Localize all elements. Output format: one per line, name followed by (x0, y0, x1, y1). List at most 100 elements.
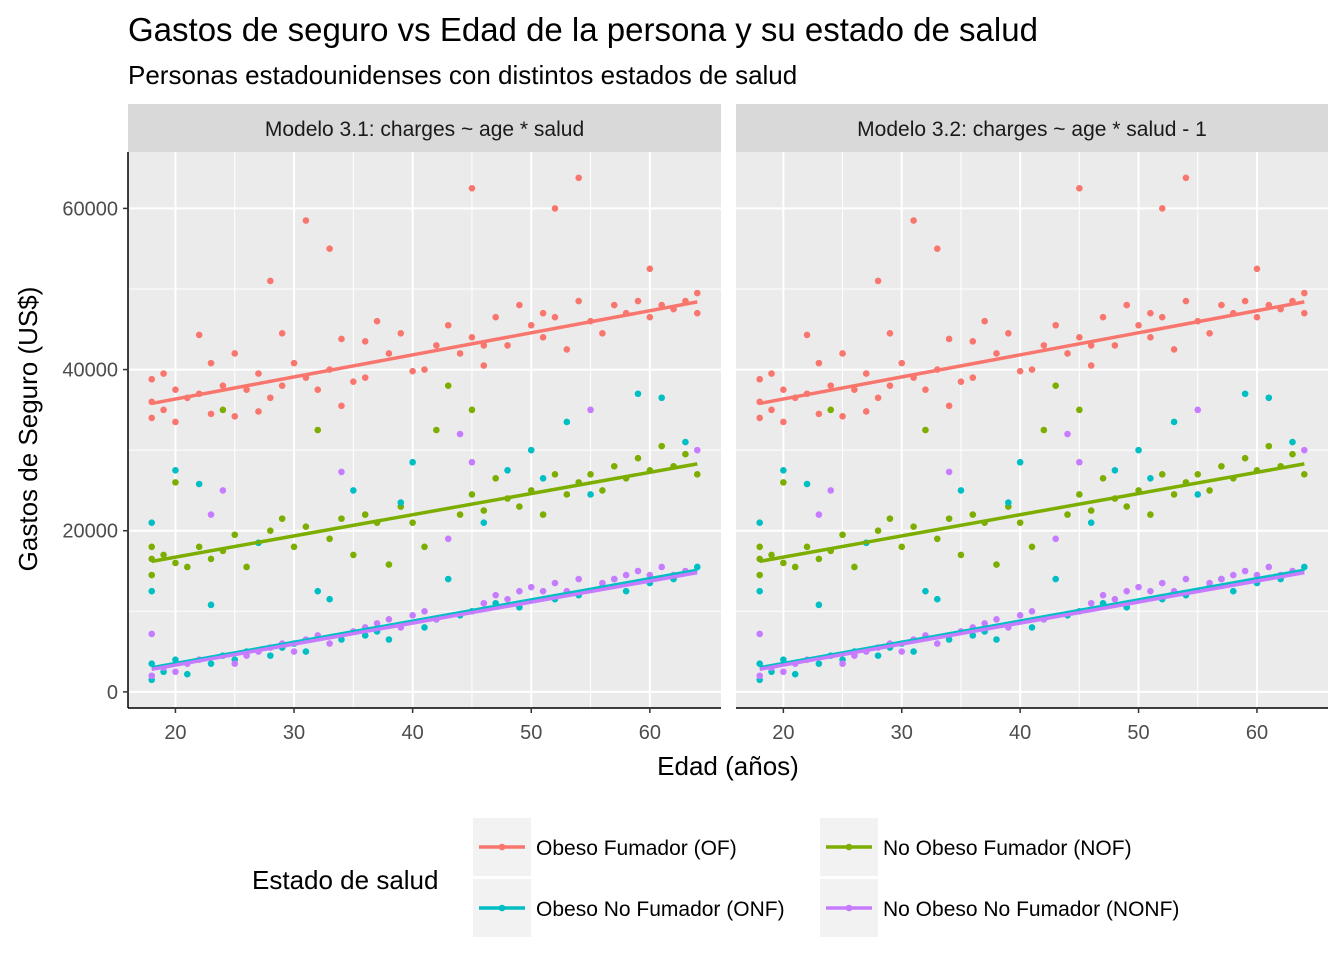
data-point (1087, 599, 1095, 607)
data-point (622, 587, 630, 595)
data-point (539, 334, 547, 341)
data-point (314, 426, 322, 434)
data-point (516, 503, 523, 510)
data-point (1111, 595, 1119, 603)
data-point (539, 511, 547, 518)
data-point (827, 382, 835, 389)
data-point (1229, 571, 1237, 579)
data-point (1158, 471, 1166, 478)
data-point (756, 571, 763, 579)
data-point (622, 571, 630, 579)
data-point (373, 620, 381, 627)
y-tick-label: 0 (107, 682, 118, 704)
data-point (945, 468, 953, 476)
legend-item: No Obeso Fumador (NOF) (820, 818, 1132, 876)
x-tick-label: 60 (1246, 722, 1268, 744)
data-point (1194, 471, 1202, 478)
data-point (1182, 297, 1190, 305)
data-point (1087, 519, 1095, 526)
data-point (756, 519, 763, 526)
data-point (433, 342, 440, 349)
data-point (527, 321, 535, 329)
data-point (148, 587, 156, 595)
data-point (480, 599, 488, 607)
x-tick-label: 50 (1127, 722, 1149, 744)
data-point (969, 338, 977, 345)
legend-label: No Obeso No Fumador (NONF) (883, 898, 1179, 921)
data-point (338, 636, 345, 643)
data-point (314, 386, 322, 394)
data-point (231, 660, 239, 667)
data-point (1064, 430, 1071, 438)
data-point (267, 277, 274, 285)
data-point (886, 330, 894, 337)
x-tick-label: 30 (891, 722, 913, 744)
data-point (682, 438, 689, 446)
data-point (326, 535, 333, 543)
data-point (148, 375, 156, 383)
data-point (886, 515, 894, 522)
data-point (957, 378, 965, 385)
data-point (780, 466, 787, 474)
data-point (492, 313, 499, 321)
data-point (1052, 321, 1059, 329)
data-point (184, 563, 191, 571)
data-point (634, 567, 642, 575)
data-point (184, 670, 191, 678)
data-point (421, 624, 428, 631)
data-point (803, 480, 811, 488)
legend-point (498, 843, 506, 851)
legend-label: Obeso Fumador (OF) (536, 837, 737, 860)
data-point (756, 375, 763, 383)
data-point (326, 595, 333, 603)
data-point (278, 330, 286, 337)
data-point (1111, 342, 1119, 349)
facet-strip (128, 104, 721, 152)
data-point (839, 660, 846, 667)
data-point (397, 330, 405, 337)
data-point (599, 579, 606, 587)
data-point (231, 413, 239, 420)
data-point (243, 386, 250, 394)
data-point (385, 561, 393, 568)
data-point (1206, 579, 1213, 587)
legend-label: Obeso No Fumador (ONF) (536, 898, 785, 921)
data-point (421, 543, 428, 551)
data-point (839, 531, 846, 539)
data-point (172, 656, 179, 663)
data-point (791, 670, 799, 678)
data-point (207, 660, 215, 667)
data-point (1076, 491, 1083, 498)
data-point (1064, 350, 1071, 357)
data-point (207, 410, 215, 418)
data-point (527, 446, 535, 454)
data-point (945, 402, 953, 410)
facet-panel-1: Modelo 3.1: charges ~ age * salud 0 20000 4… (62, 104, 721, 744)
data-point (539, 475, 547, 482)
data-point (1016, 458, 1024, 466)
data-point (862, 370, 870, 377)
data-point (468, 184, 476, 192)
data-point (527, 583, 535, 591)
fit-line (759, 300, 1305, 406)
data-point (385, 350, 393, 357)
data-point (646, 265, 654, 273)
data-point (910, 217, 917, 224)
data-point (444, 575, 452, 583)
x-tick-label: 30 (283, 722, 305, 744)
data-point (1218, 301, 1225, 309)
data-point (290, 648, 298, 655)
data-point (516, 301, 523, 309)
data-point (851, 563, 858, 571)
data-point (1064, 511, 1071, 518)
panel-background (128, 152, 721, 708)
data-point (1040, 342, 1048, 349)
data-point (468, 458, 476, 466)
data-point (421, 366, 428, 373)
data-point (361, 511, 369, 518)
data-point (267, 652, 274, 659)
data-point (1194, 491, 1202, 498)
data-point (456, 350, 464, 357)
data-point (539, 587, 547, 595)
data-point (587, 406, 594, 414)
